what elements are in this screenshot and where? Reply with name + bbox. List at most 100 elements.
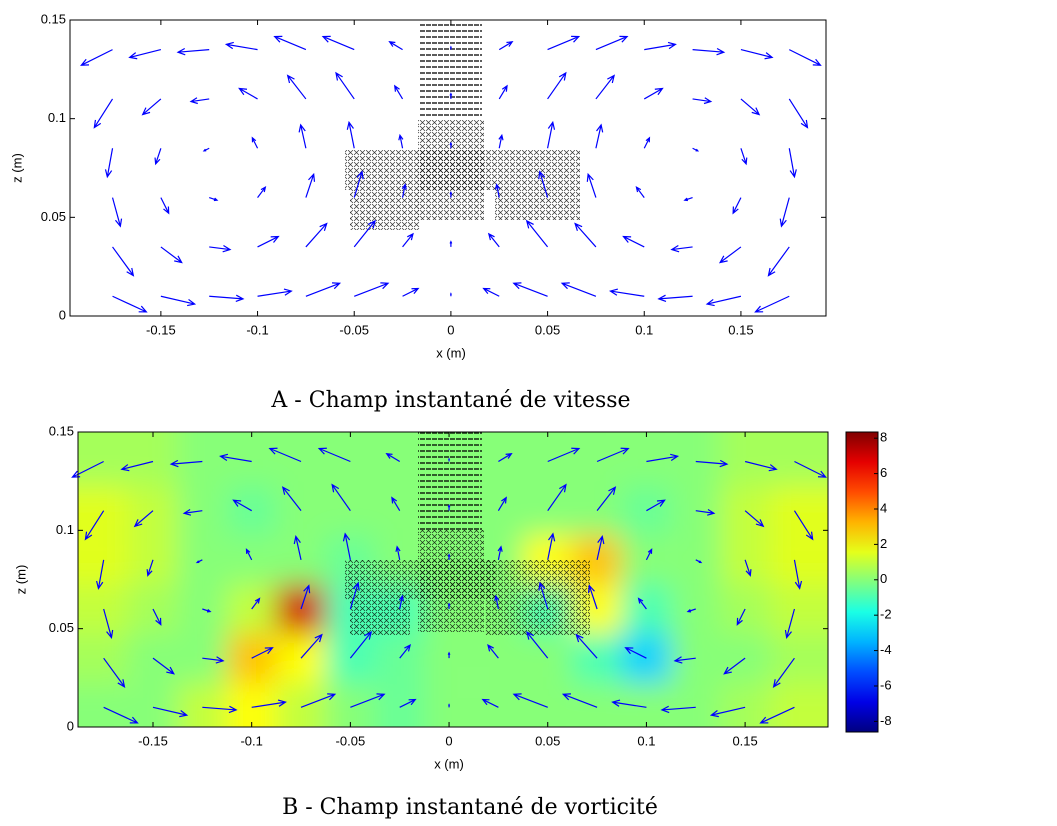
velocity-arrow (705, 295, 742, 307)
velocity-arrow (96, 559, 105, 590)
velocity-arrow (740, 148, 748, 166)
velocity-arrow (547, 447, 581, 463)
velocity-arrow (692, 147, 700, 152)
velocity-arrow (596, 486, 617, 512)
velocity-arrow (449, 45, 452, 50)
x-tick-label: -0.15 (138, 733, 168, 748)
heat-cell (276, 432, 326, 487)
colorbar-tick-label: -4 (880, 642, 892, 657)
velocity-arrow (609, 288, 645, 297)
velocity-arrow (596, 447, 630, 463)
velocity-arrow (759, 706, 795, 724)
velocity-arrow (281, 486, 302, 512)
velocity-arrow (104, 148, 114, 179)
x-tick-label: 0.1 (637, 733, 655, 748)
heat-cell (523, 682, 573, 727)
velocity-arrow (670, 245, 693, 253)
impeller-zone (350, 190, 420, 230)
velocity-arrow (251, 136, 259, 149)
velocity-arrow (160, 197, 170, 215)
heat-cell (769, 486, 828, 536)
velocity-arrow (305, 222, 328, 248)
velocity-arrow (595, 35, 629, 51)
velocity-arrow (692, 97, 713, 105)
heat-cell (227, 432, 277, 487)
heat-cell (78, 584, 129, 634)
velocity-arrow (398, 133, 404, 149)
heat-cell (769, 633, 828, 683)
velocity-arrow (133, 510, 154, 528)
velocity-arrow (189, 97, 210, 105)
velocity-arrow (195, 559, 203, 564)
velocity-arrow (643, 87, 664, 100)
velocity-arrow (293, 535, 302, 560)
velocity-arrow (447, 602, 451, 609)
heat-cell (769, 432, 828, 487)
velocity-arrow (349, 631, 373, 659)
velocity-arrow (346, 120, 355, 149)
velocity-arrow (202, 705, 238, 714)
velocity-arrow (300, 693, 337, 708)
velocity-arrow (512, 693, 548, 708)
velocity-arrow (754, 295, 790, 313)
velocity-arrow (547, 71, 567, 100)
velocity-arrow (695, 459, 729, 468)
velocity-arrow (402, 232, 414, 248)
velocity-arrow (268, 447, 302, 463)
heat-cell (227, 535, 277, 585)
heat-cell (720, 432, 770, 487)
velocity-arrow (561, 693, 598, 708)
y-tick-label: 0.1 (56, 522, 74, 537)
velocity-arrow (525, 219, 549, 248)
velocity-arrow (497, 545, 503, 560)
heat-cell (276, 535, 326, 585)
velocity-arrow (219, 453, 252, 463)
velocity-arrow (182, 508, 203, 516)
velocity-arrow (482, 287, 500, 297)
heat-cell (621, 432, 672, 487)
heat-cell (78, 535, 129, 585)
velocity-arrow (160, 295, 197, 307)
velocity-arrow (447, 553, 451, 560)
velocity-arrow (686, 608, 696, 613)
velocity-arrow (350, 693, 386, 708)
velocity-arrow (538, 170, 549, 198)
velocity-arrow (692, 47, 726, 56)
velocity-arrow (709, 706, 746, 718)
heat-cell (621, 535, 672, 585)
heat-cell (769, 682, 828, 727)
y-tick-label: 0.15 (49, 423, 74, 438)
velocity-arrow (257, 288, 293, 297)
velocity-arrow (385, 452, 401, 463)
heat-cell (128, 682, 178, 727)
velocity-arrow (152, 657, 175, 675)
velocity-arrow (93, 98, 114, 129)
heat-cell (671, 682, 721, 727)
velocity-arrow (779, 197, 790, 228)
velocity-arrow (146, 559, 154, 577)
velocity-arrow (401, 183, 407, 198)
x-tick-label: -0.05 (336, 733, 366, 748)
velocity-arrow (575, 633, 598, 659)
colorbar-tick-label: -8 (880, 713, 892, 728)
velocity-arrow (399, 698, 417, 708)
velocity-arrow (112, 295, 148, 313)
heat-cell (325, 682, 376, 727)
velocity-arrow (596, 535, 605, 560)
velocity-arrow (154, 148, 162, 166)
heat-cell (473, 682, 524, 727)
velocity-arrow (784, 608, 796, 640)
velocity-arrow (111, 197, 123, 228)
impeller-zone (345, 150, 495, 190)
x-tick-label: 0 (445, 733, 452, 748)
x-axis-label: x (m) (436, 345, 466, 360)
heat-cell (375, 486, 425, 536)
velocity-arrow (646, 453, 680, 463)
heat-cell (572, 432, 622, 487)
velocity-arrow (394, 84, 404, 100)
velocity-arrow (538, 581, 549, 610)
velocity-arrow (273, 35, 307, 51)
x-tick-label: -0.1 (240, 733, 262, 748)
y-tick-label: 0.05 (41, 209, 66, 224)
